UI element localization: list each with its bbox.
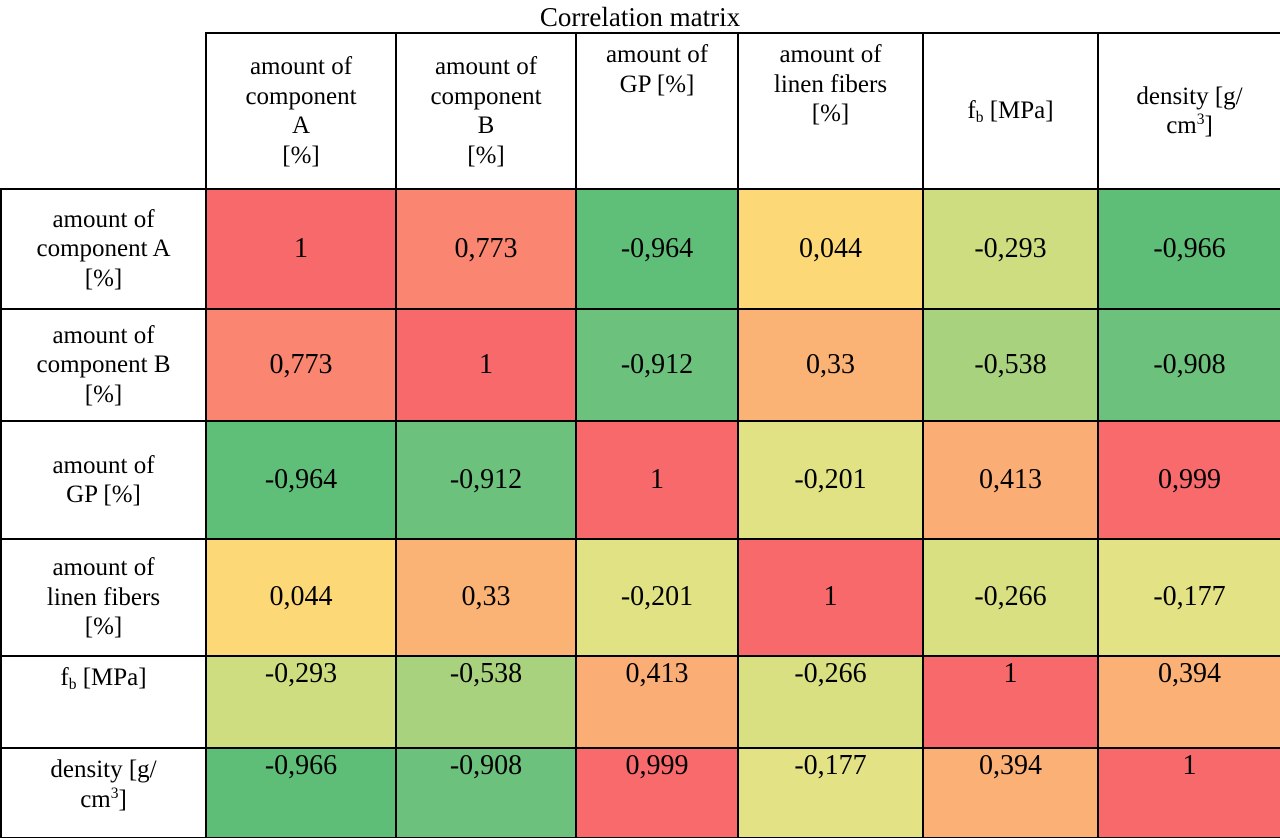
correlation-table: amount of component A [%] amount of compo… xyxy=(0,32,1280,838)
matrix-cell: -0,201 xyxy=(575,538,739,657)
matrix-cell: 1 xyxy=(205,188,397,310)
matrix-cell: 1 xyxy=(395,308,577,422)
matrix-row: amount of GP [%] -0,964 -0,912 1 -0,201 0,413… xyxy=(0,420,1280,540)
matrix-cell: -0,266 xyxy=(922,538,1099,657)
matrix-cell: 1 xyxy=(922,655,1099,749)
matrix-row: amount of component B [%] 0,773 1 -0,912 0,3… xyxy=(0,308,1280,422)
matrix-cell: 1 xyxy=(737,538,924,657)
header-row: amount of component A [%] amount of compo… xyxy=(1,32,1280,190)
matrix-cell: -0,293 xyxy=(922,188,1099,310)
column-header: amount of linen fibers [%] xyxy=(737,32,924,190)
matrix-cell: 1 xyxy=(575,420,739,540)
matrix-cell: 0,773 xyxy=(205,308,397,422)
matrix-cell: 0,413 xyxy=(922,420,1099,540)
matrix-cell: -0,964 xyxy=(575,188,739,310)
matrix-row: amount of component A [%] 1 0,773 -0,964 0,0… xyxy=(0,188,1280,310)
column-header: fb [MPa] xyxy=(922,32,1099,190)
matrix-cell: 0,999 xyxy=(575,747,739,838)
matrix-cell: -0,538 xyxy=(395,655,577,749)
column-header: amount of GP [%] xyxy=(575,32,739,190)
matrix-row: amount of linen fibers [%] 0,044 0,33 -0,20… xyxy=(0,538,1280,657)
matrix-cell: -0,538 xyxy=(922,308,1099,422)
corner-cell xyxy=(1,33,206,189)
correlation-table-body: amount of component A [%] amount of compo… xyxy=(0,32,1280,838)
matrix-cell: 0,33 xyxy=(737,308,924,422)
column-header: density [g/ cm3] xyxy=(1097,32,1280,190)
matrix-row: density [g/ cm3] -0,966 -0,908 0,999 -0,177 0… xyxy=(0,747,1280,838)
matrix-cell: -0,912 xyxy=(575,308,739,422)
matrix-cell: 0,394 xyxy=(1097,655,1280,749)
row-header: fb [MPa] xyxy=(0,655,207,749)
row-header: amount of GP [%] xyxy=(0,420,207,540)
matrix-cell: 0,044 xyxy=(737,188,924,310)
matrix-cell: 0,999 xyxy=(1097,420,1280,540)
matrix-cell: -0,177 xyxy=(1097,538,1280,657)
matrix-cell: -0,908 xyxy=(395,747,577,838)
row-header: amount of linen fibers [%] xyxy=(0,538,207,657)
chart-title: Correlation matrix xyxy=(539,2,741,32)
row-header: amount of component A [%] xyxy=(0,188,207,310)
matrix-cell: -0,201 xyxy=(737,420,924,540)
matrix-cell: -0,964 xyxy=(205,420,397,540)
matrix-cell: -0,266 xyxy=(737,655,924,749)
matrix-cell: -0,177 xyxy=(737,747,924,838)
matrix-cell: -0,966 xyxy=(205,747,397,838)
column-header: amount of component A [%] xyxy=(205,32,397,190)
matrix-cell: 0,33 xyxy=(395,538,577,657)
matrix-cell: -0,908 xyxy=(1097,308,1280,422)
column-header: amount of component B [%] xyxy=(395,32,577,190)
matrix-cell: 0,413 xyxy=(575,655,739,749)
matrix-cell: -0,293 xyxy=(205,655,397,749)
matrix-cell: 0,773 xyxy=(395,188,577,310)
row-header: density [g/ cm3] xyxy=(0,747,207,838)
row-header: amount of component B [%] xyxy=(0,308,207,422)
matrix-cell: 1 xyxy=(1097,747,1280,838)
matrix-cell: 0,044 xyxy=(205,538,397,657)
matrix-cell: 0,394 xyxy=(922,747,1099,838)
matrix-cell: -0,912 xyxy=(395,420,577,540)
matrix-cell: -0,966 xyxy=(1097,188,1280,310)
matrix-row: fb [MPa] -0,293 -0,538 0,413 -0,266 1 0,394 xyxy=(0,655,1280,749)
